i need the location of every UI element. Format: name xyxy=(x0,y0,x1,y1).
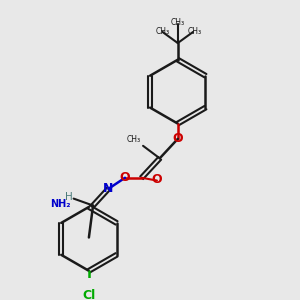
Text: N: N xyxy=(103,182,113,195)
Text: Cl: Cl xyxy=(82,289,95,300)
Text: CH₃: CH₃ xyxy=(155,27,170,36)
Text: H: H xyxy=(65,192,73,202)
Text: O: O xyxy=(120,171,130,184)
Text: CH₃: CH₃ xyxy=(171,18,185,27)
Text: O: O xyxy=(172,132,183,146)
Text: CH₃: CH₃ xyxy=(188,27,202,36)
Text: NH₂: NH₂ xyxy=(50,199,71,208)
Text: CH₃: CH₃ xyxy=(126,135,140,144)
Text: O: O xyxy=(152,173,162,186)
